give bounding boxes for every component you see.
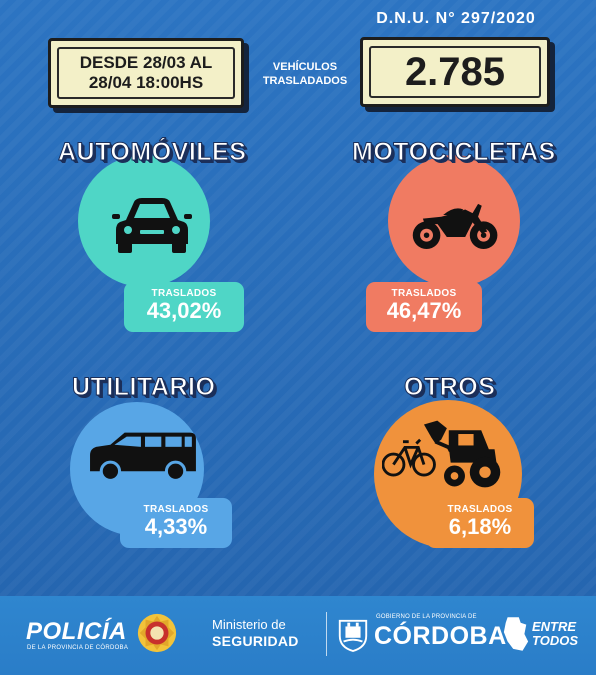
ministry-line1: Ministerio de [212, 617, 286, 632]
motocicletas-percent-box: TRASLADOS 46,47% [366, 282, 482, 332]
date-range-line2: 28/04 18:00HS [88, 73, 204, 92]
motocicletas-percent: 46,47% [386, 298, 462, 323]
utilitario-percent: 4,33% [144, 514, 208, 539]
vehicles-label-line2: TRASLADADOS [262, 75, 348, 87]
footer-divider [326, 612, 327, 656]
police-badge-icon [137, 613, 177, 653]
slogan: ENTRE TODOS [532, 620, 578, 648]
van-icon [90, 432, 196, 482]
motocicletas-title: MOTOCICLETAS [352, 138, 556, 167]
car-icon [112, 198, 192, 253]
police-subtitle: DE LA PROVINCIA DE CÓRDOBA [27, 645, 129, 651]
cordoba-coat-of-arms-icon [338, 619, 368, 652]
footer-bar [0, 596, 596, 675]
automoviles-percent: 43,02% [146, 298, 222, 323]
slogan-line2: TODOS [532, 633, 578, 648]
police-title: POLICÍA [26, 618, 127, 645]
utilitario-label: TRASLADOS [143, 504, 209, 515]
utilitario-title: UTILITARIO [71, 373, 216, 402]
vehicles-total-box: 2.785 [360, 37, 550, 107]
province-map-icon [503, 617, 529, 651]
decree-number: D.N.U. N° 297/2020 [376, 10, 536, 27]
vehicles-label: VEHÍCULOS TRASLADADOS [250, 60, 360, 88]
utilitario-percent-box: TRASLADOS 4,33% [120, 498, 232, 548]
motocicletas-label: TRASLADOS [391, 288, 457, 299]
date-range-line1: DESDE 28/03 AL [79, 53, 213, 72]
otros-title: OTROS [403, 373, 496, 402]
vehicles-label-line1: VEHÍCULOS [272, 61, 338, 73]
otros-label: TRASLADOS [447, 504, 513, 515]
ministry-line2: SEGURIDAD [212, 633, 299, 649]
otros-percent: 6,18% [448, 514, 512, 539]
automoviles-label: TRASLADOS [151, 288, 217, 299]
automoviles-title: AUTOMÓVILES [57, 138, 247, 167]
otros-percent-box: TRASLADOS 6,18% [426, 498, 534, 548]
automoviles-percent-box: TRASLADOS 43,02% [124, 282, 244, 332]
date-range-box: DESDE 28/03 AL 28/04 18:00HS [48, 38, 244, 108]
motorcycle-icon [412, 203, 498, 249]
province-name: CÓRDOBA [374, 622, 507, 650]
vehicles-total: 2.785 [369, 46, 541, 98]
government-small-label: GOBIERNO DE LA PROVINCIA DE [376, 614, 477, 620]
slogan-line1: ENTRE [532, 619, 577, 634]
tractor-bicycle-icon [382, 420, 501, 488]
